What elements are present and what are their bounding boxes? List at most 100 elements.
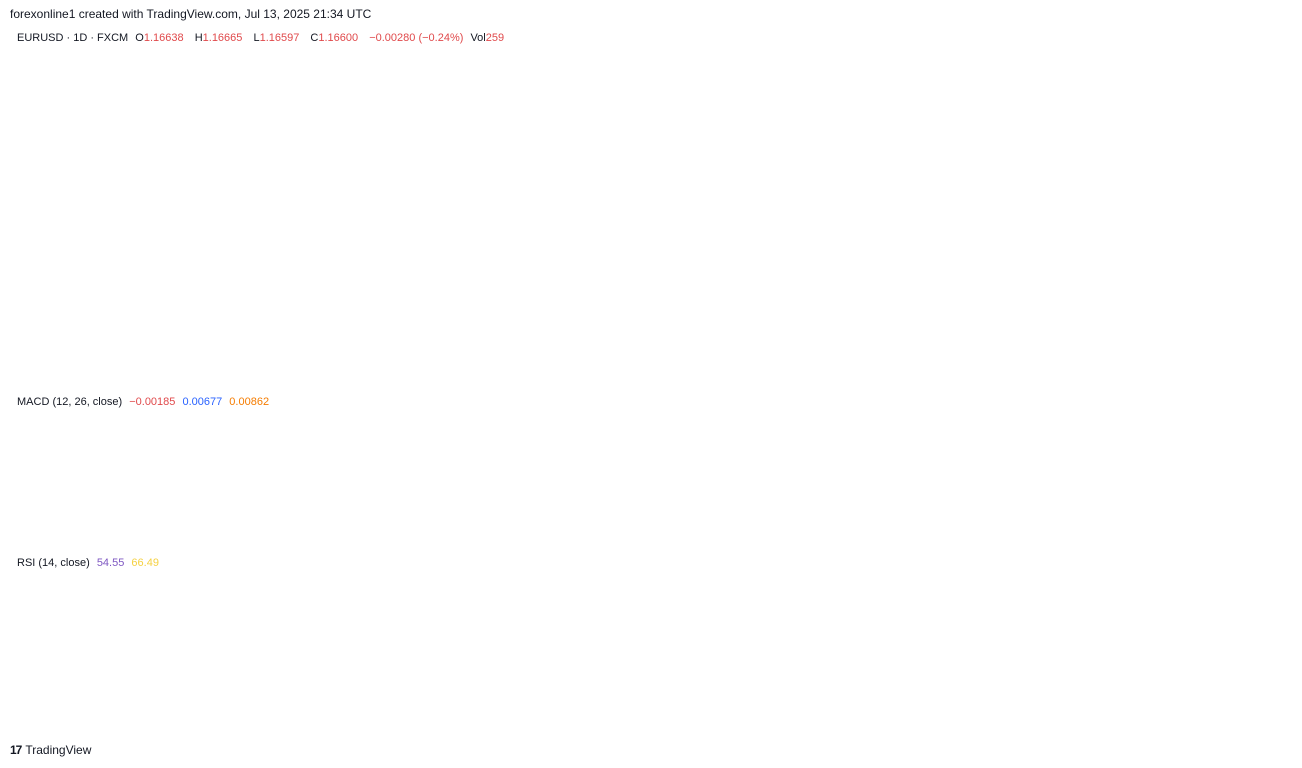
candle — [671, 221, 675, 242]
rsi-tick-label: 40.00 — [1240, 653, 1268, 665]
candle-body — [127, 228, 131, 235]
macd-histogram-bar — [1011, 479, 1015, 483]
macd-histogram-bar — [686, 476, 690, 483]
macd-histogram-bar — [500, 481, 504, 483]
macd-histogram-bar — [640, 479, 644, 483]
candle-body — [1093, 95, 1097, 101]
macd-histogram-bar — [979, 482, 983, 483]
candle — [265, 287, 269, 298]
macd-histogram-bar — [396, 483, 400, 484]
candle — [616, 310, 620, 325]
macd-histogram-bar — [771, 483, 775, 486]
macd-histogram-bar — [608, 481, 612, 483]
low-value: 1.16597 — [259, 32, 300, 44]
candle-body — [437, 334, 441, 344]
candle — [71, 225, 75, 238]
candle-body — [71, 231, 75, 233]
candle — [682, 217, 686, 229]
candle-body — [316, 313, 320, 320]
macd-histogram-bar — [355, 481, 359, 483]
candle-body — [636, 248, 640, 267]
macd-histogram-bar — [714, 483, 718, 486]
macd-histogram-bar — [616, 481, 620, 483]
macd-histogram-bar — [454, 483, 458, 485]
rsi-title[interactable]: RSI (14, close) — [17, 557, 90, 569]
candle-body — [147, 221, 151, 234]
macd-histogram-bar — [20, 483, 24, 490]
candle-body — [99, 242, 103, 254]
candle-body — [922, 188, 926, 195]
candle — [1073, 115, 1077, 126]
macd-histogram-bar — [894, 483, 898, 489]
candle — [68, 229, 72, 237]
candle-body — [1003, 133, 1007, 140]
candle — [1158, 88, 1162, 98]
macd-histogram-bar — [1032, 477, 1036, 483]
candle — [328, 312, 332, 329]
candle-body — [725, 242, 729, 246]
candle-body — [212, 303, 216, 311]
candle-body — [951, 157, 955, 161]
candle — [741, 225, 745, 241]
candle — [1040, 98, 1044, 111]
candle — [840, 122, 844, 145]
macd-histogram-bar — [628, 481, 632, 483]
candle-body — [545, 329, 549, 331]
candle-body — [579, 302, 583, 305]
candle — [894, 153, 898, 166]
candle-body — [312, 304, 316, 320]
candle-body — [1102, 85, 1106, 90]
candle-body — [172, 259, 176, 275]
candle-body — [827, 122, 831, 140]
candle-body — [288, 294, 292, 297]
macd-histogram-bar — [1057, 478, 1060, 483]
candle — [296, 300, 300, 309]
candle-body — [16, 201, 20, 210]
candle — [545, 324, 549, 334]
candle — [1028, 115, 1032, 132]
macd-histogram-bar — [64, 483, 68, 493]
macd-histogram-bar — [1069, 480, 1073, 483]
candle-body — [898, 158, 902, 164]
candle-body — [261, 290, 265, 292]
candle-body — [492, 307, 496, 315]
macd-histogram-bar — [483, 483, 487, 484]
candle-body — [233, 297, 237, 304]
candle — [955, 144, 959, 166]
candle-body — [690, 225, 694, 227]
candle — [355, 319, 359, 335]
candle — [60, 222, 64, 231]
candle-body — [955, 149, 959, 161]
macd-title[interactable]: MACD (12, 26, close) — [17, 396, 123, 408]
candle — [208, 298, 212, 316]
macd-histogram-bar — [810, 467, 814, 483]
macd-signal-value: 0.00862 — [229, 396, 270, 408]
candle — [404, 339, 408, 352]
candle — [579, 297, 583, 309]
macd-histogram-bar — [1146, 483, 1150, 487]
candle — [1011, 128, 1015, 143]
macd-histogram-bar — [671, 468, 675, 483]
candle-body — [659, 237, 663, 247]
candle — [861, 148, 865, 162]
candle-body — [48, 224, 52, 227]
candle — [188, 288, 192, 296]
macd-histogram-bar — [1007, 479, 1011, 483]
macd-histogram-bar — [1003, 480, 1007, 483]
created-by-header: forexonline1 created with TradingView.co… — [10, 7, 372, 21]
macd-histogram-bar — [971, 482, 975, 484]
candle-body — [640, 245, 644, 249]
close-value: 1.16600 — [318, 32, 359, 44]
candle-body — [1114, 72, 1118, 90]
macd-histogram-bar — [844, 479, 848, 483]
candle-body — [541, 326, 545, 330]
candle-body — [20, 204, 24, 210]
tradingview-logo[interactable]: 17 TradingView — [10, 743, 91, 757]
candle — [487, 305, 491, 316]
candle — [983, 140, 987, 151]
symbol-name[interactable]: EURUSD · 1D · FXCM — [17, 32, 129, 44]
candle — [176, 270, 180, 279]
candle — [375, 322, 379, 332]
rsi-band — [10, 579, 1230, 685]
